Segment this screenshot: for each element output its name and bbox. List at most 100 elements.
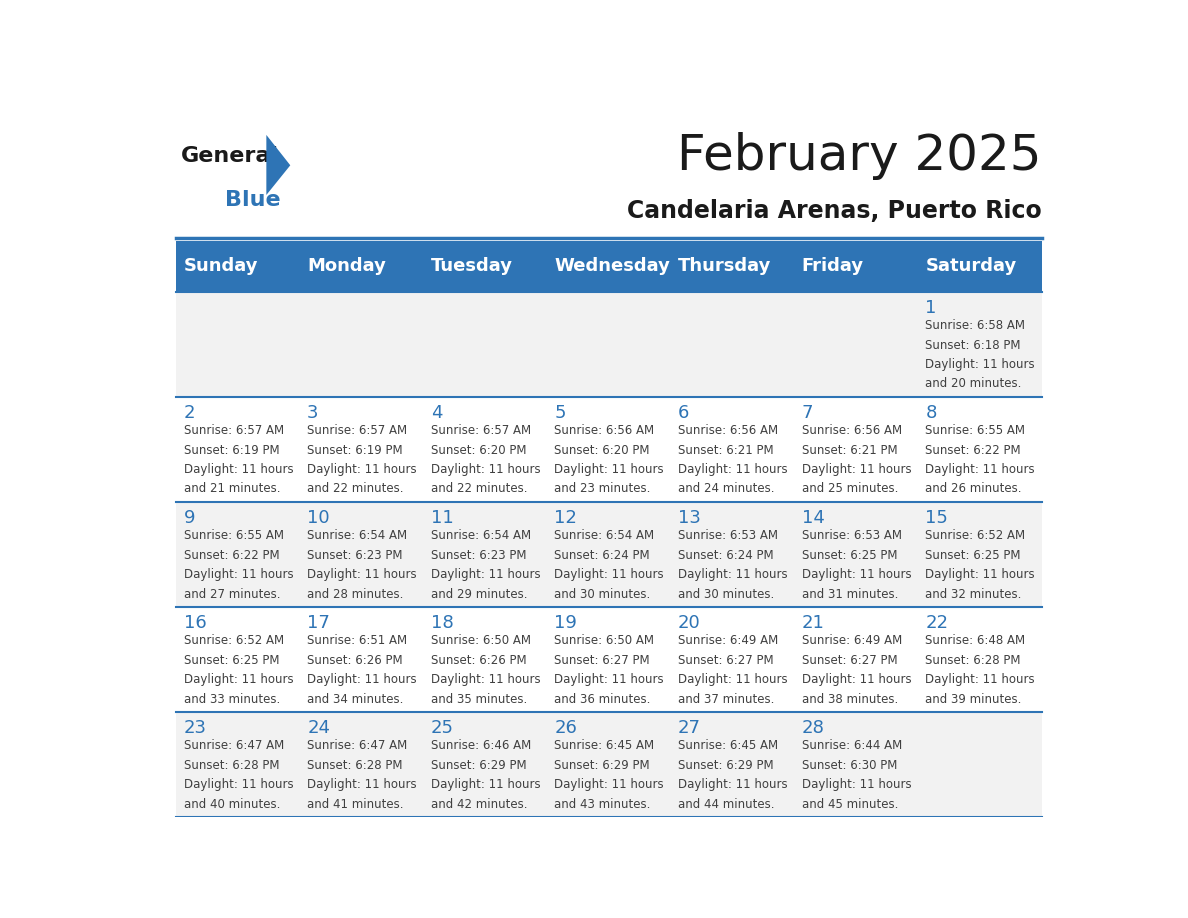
Text: 3: 3	[308, 404, 318, 422]
Text: Daylight: 11 hours: Daylight: 11 hours	[555, 463, 664, 476]
Text: 26: 26	[555, 720, 577, 737]
Text: Sunset: 6:18 PM: Sunset: 6:18 PM	[925, 339, 1020, 352]
Text: Daylight: 11 hours: Daylight: 11 hours	[802, 568, 911, 581]
Text: Sunrise: 6:45 AM: Sunrise: 6:45 AM	[678, 739, 778, 752]
Text: Sunrise: 6:57 AM: Sunrise: 6:57 AM	[308, 424, 407, 437]
Text: and 38 minutes.: and 38 minutes.	[802, 692, 898, 706]
Text: Daylight: 11 hours: Daylight: 11 hours	[802, 778, 911, 791]
Text: and 37 minutes.: and 37 minutes.	[678, 692, 775, 706]
Text: and 32 minutes.: and 32 minutes.	[925, 588, 1022, 600]
Text: Sunset: 6:21 PM: Sunset: 6:21 PM	[802, 443, 897, 456]
Text: Sunset: 6:28 PM: Sunset: 6:28 PM	[925, 654, 1020, 666]
Text: and 36 minutes.: and 36 minutes.	[555, 692, 651, 706]
Bar	[176, 397, 1042, 502]
Text: Candelaria Arenas, Puerto Rico: Candelaria Arenas, Puerto Rico	[627, 198, 1042, 222]
Text: Sunrise: 6:53 AM: Sunrise: 6:53 AM	[678, 529, 778, 543]
Text: Sunset: 6:27 PM: Sunset: 6:27 PM	[555, 654, 650, 666]
Text: 2: 2	[183, 404, 195, 422]
Text: and 30 minutes.: and 30 minutes.	[678, 588, 775, 600]
Text: Daylight: 11 hours: Daylight: 11 hours	[431, 673, 541, 686]
Text: Daylight: 11 hours: Daylight: 11 hours	[555, 778, 664, 791]
Text: and 26 minutes.: and 26 minutes.	[925, 483, 1022, 496]
Text: 5: 5	[555, 404, 565, 422]
Text: Daylight: 11 hours: Daylight: 11 hours	[678, 568, 788, 581]
Text: Sunrise: 6:57 AM: Sunrise: 6:57 AM	[431, 424, 531, 437]
Bar	[176, 292, 1042, 397]
Text: 23: 23	[183, 720, 207, 737]
Text: 6: 6	[678, 404, 689, 422]
Bar	[176, 502, 1042, 607]
Text: and 30 minutes.: and 30 minutes.	[555, 588, 651, 600]
Text: Sunrise: 6:51 AM: Sunrise: 6:51 AM	[308, 634, 407, 647]
Text: and 23 minutes.: and 23 minutes.	[555, 483, 651, 496]
Text: Sunset: 6:20 PM: Sunset: 6:20 PM	[431, 443, 526, 456]
Text: Sunrise: 6:54 AM: Sunrise: 6:54 AM	[431, 529, 531, 543]
Text: Sunset: 6:23 PM: Sunset: 6:23 PM	[308, 549, 403, 562]
Text: 13: 13	[678, 509, 701, 527]
Text: Daylight: 11 hours: Daylight: 11 hours	[308, 463, 417, 476]
Bar	[176, 607, 1042, 712]
Text: Sunrise: 6:46 AM: Sunrise: 6:46 AM	[431, 739, 531, 752]
Text: Sunset: 6:29 PM: Sunset: 6:29 PM	[431, 758, 526, 772]
Text: Daylight: 11 hours: Daylight: 11 hours	[183, 673, 293, 686]
Text: Sunrise: 6:54 AM: Sunrise: 6:54 AM	[555, 529, 655, 543]
Text: Daylight: 11 hours: Daylight: 11 hours	[678, 778, 788, 791]
Text: General: General	[181, 146, 279, 166]
Text: Sunset: 6:28 PM: Sunset: 6:28 PM	[183, 758, 279, 772]
Text: and 39 minutes.: and 39 minutes.	[925, 692, 1022, 706]
Text: Sunset: 6:21 PM: Sunset: 6:21 PM	[678, 443, 773, 456]
Text: 27: 27	[678, 720, 701, 737]
Text: Sunset: 6:23 PM: Sunset: 6:23 PM	[431, 549, 526, 562]
Text: Monday: Monday	[308, 257, 386, 275]
Bar	[176, 241, 299, 292]
Text: Sunset: 6:25 PM: Sunset: 6:25 PM	[183, 654, 279, 666]
Text: 19: 19	[555, 614, 577, 633]
Text: 10: 10	[308, 509, 330, 527]
Text: and 41 minutes.: and 41 minutes.	[308, 798, 404, 811]
Text: Sunday: Sunday	[183, 257, 258, 275]
Text: and 27 minutes.: and 27 minutes.	[183, 588, 280, 600]
Bar	[918, 241, 1042, 292]
Text: Sunrise: 6:53 AM: Sunrise: 6:53 AM	[802, 529, 902, 543]
Text: Sunset: 6:29 PM: Sunset: 6:29 PM	[678, 758, 773, 772]
Text: 12: 12	[555, 509, 577, 527]
Text: and 22 minutes.: and 22 minutes.	[308, 483, 404, 496]
Text: Sunrise: 6:54 AM: Sunrise: 6:54 AM	[308, 529, 407, 543]
Text: Thursday: Thursday	[678, 257, 771, 275]
Text: Daylight: 11 hours: Daylight: 11 hours	[802, 673, 911, 686]
Polygon shape	[266, 135, 290, 195]
Text: 15: 15	[925, 509, 948, 527]
Text: Sunset: 6:27 PM: Sunset: 6:27 PM	[802, 654, 897, 666]
Text: February 2025: February 2025	[677, 132, 1042, 180]
Bar	[299, 241, 423, 292]
Text: Daylight: 11 hours: Daylight: 11 hours	[555, 673, 664, 686]
Bar	[546, 241, 671, 292]
Text: and 44 minutes.: and 44 minutes.	[678, 798, 775, 811]
Text: 16: 16	[183, 614, 207, 633]
Text: and 31 minutes.: and 31 minutes.	[802, 588, 898, 600]
Text: Daylight: 11 hours: Daylight: 11 hours	[678, 673, 788, 686]
Text: Sunrise: 6:57 AM: Sunrise: 6:57 AM	[183, 424, 284, 437]
Text: and 20 minutes.: and 20 minutes.	[925, 377, 1022, 390]
Text: Sunset: 6:20 PM: Sunset: 6:20 PM	[555, 443, 650, 456]
Text: Sunset: 6:22 PM: Sunset: 6:22 PM	[925, 443, 1020, 456]
Text: Wednesday: Wednesday	[555, 257, 670, 275]
Text: Sunrise: 6:52 AM: Sunrise: 6:52 AM	[183, 634, 284, 647]
Text: 20: 20	[678, 614, 701, 633]
Text: Daylight: 11 hours: Daylight: 11 hours	[431, 568, 541, 581]
Text: 7: 7	[802, 404, 814, 422]
Text: 4: 4	[431, 404, 442, 422]
Text: Sunrise: 6:55 AM: Sunrise: 6:55 AM	[183, 529, 284, 543]
Text: 8: 8	[925, 404, 936, 422]
Text: and 45 minutes.: and 45 minutes.	[802, 798, 898, 811]
Text: and 24 minutes.: and 24 minutes.	[678, 483, 775, 496]
Text: 18: 18	[431, 614, 454, 633]
Text: Sunrise: 6:44 AM: Sunrise: 6:44 AM	[802, 739, 902, 752]
Text: Sunset: 6:26 PM: Sunset: 6:26 PM	[431, 654, 526, 666]
Text: 14: 14	[802, 509, 824, 527]
Text: and 42 minutes.: and 42 minutes.	[431, 798, 527, 811]
Text: 1: 1	[925, 299, 936, 318]
Text: Sunset: 6:19 PM: Sunset: 6:19 PM	[183, 443, 279, 456]
Text: Sunset: 6:25 PM: Sunset: 6:25 PM	[802, 549, 897, 562]
Text: Sunset: 6:28 PM: Sunset: 6:28 PM	[308, 758, 403, 772]
